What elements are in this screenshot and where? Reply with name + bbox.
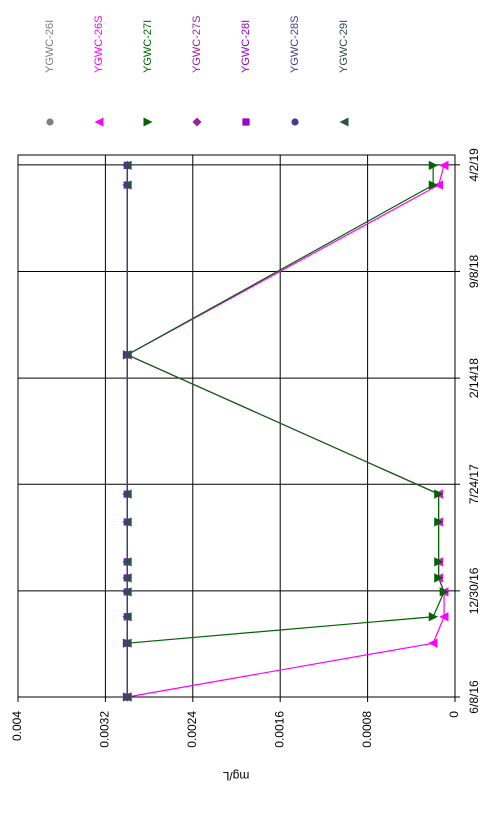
- legend-label: YGWC-27S: [191, 16, 203, 73]
- data-point: [434, 517, 444, 527]
- legend-marker: [94, 117, 104, 127]
- data-point: [434, 489, 444, 499]
- data-point: [434, 573, 444, 583]
- legend-label: YGWC-29I: [338, 20, 350, 73]
- x-tick-label: 12/30/16: [467, 567, 481, 614]
- y-tick-label: 0.004: [10, 711, 24, 741]
- data-point: [439, 160, 449, 171]
- x-tick-label: 6/8/16: [467, 680, 481, 714]
- x-tick-label: 9/8/18: [467, 254, 481, 288]
- x-tick-label: 4/2/19: [467, 148, 481, 182]
- y-tick-label: 0.0024: [185, 711, 199, 748]
- legend-marker: [339, 117, 349, 127]
- series-line: [125, 165, 445, 697]
- legend-marker: [291, 118, 299, 126]
- legend-label: YGWC-26S: [93, 16, 105, 73]
- data-point: [439, 587, 449, 597]
- data-point: [122, 587, 132, 597]
- data-point: [428, 638, 438, 648]
- data-point: [122, 638, 132, 648]
- data-point: [434, 557, 444, 567]
- series-line: [125, 165, 445, 698]
- data-point: [122, 160, 132, 171]
- data-point: [428, 180, 439, 190]
- y-tick-label: 0.0008: [360, 711, 374, 748]
- legend-label: YGWC-26I: [44, 20, 56, 73]
- legend: YGWC-26I YGWC-26S YGWC-27I YGWC-27S YGWC-28I…: [44, 16, 350, 127]
- legend-label: YGWC-28S: [289, 16, 301, 73]
- data-point: [122, 350, 132, 360]
- rotated-chart: mg/L 0 0.0008 0.0016 0.0024 0.0032 0.004 6/8/1…: [10, 16, 481, 783]
- data-point: [439, 612, 449, 622]
- legend-label: YGWC-28I: [240, 20, 252, 73]
- legend-marker: [192, 117, 202, 127]
- data-point: [122, 489, 132, 499]
- data-point: [122, 692, 132, 702]
- legend-label: YGWC-27I: [142, 20, 154, 73]
- y-axis-title: mg/L: [222, 769, 249, 783]
- data-point: [428, 612, 439, 622]
- data-point: [122, 612, 132, 622]
- x-tick-label: 2/14/18: [467, 358, 481, 398]
- data-point: [122, 180, 132, 190]
- y-tick-label: 0: [447, 711, 461, 718]
- y-tick-label: 0.0016: [272, 711, 286, 748]
- data-point: [122, 573, 132, 583]
- data-point: [122, 557, 132, 567]
- data-point: [122, 517, 132, 527]
- legend-marker: [143, 117, 153, 127]
- legend-marker: [46, 118, 54, 126]
- y-tick-label: 0.0032: [98, 711, 112, 748]
- plot-border: [17, 154, 456, 698]
- legend-marker: [242, 118, 250, 126]
- data-point: [428, 160, 439, 171]
- data-point: [433, 180, 444, 190]
- x-tick-label: 7/24/17: [467, 464, 481, 504]
